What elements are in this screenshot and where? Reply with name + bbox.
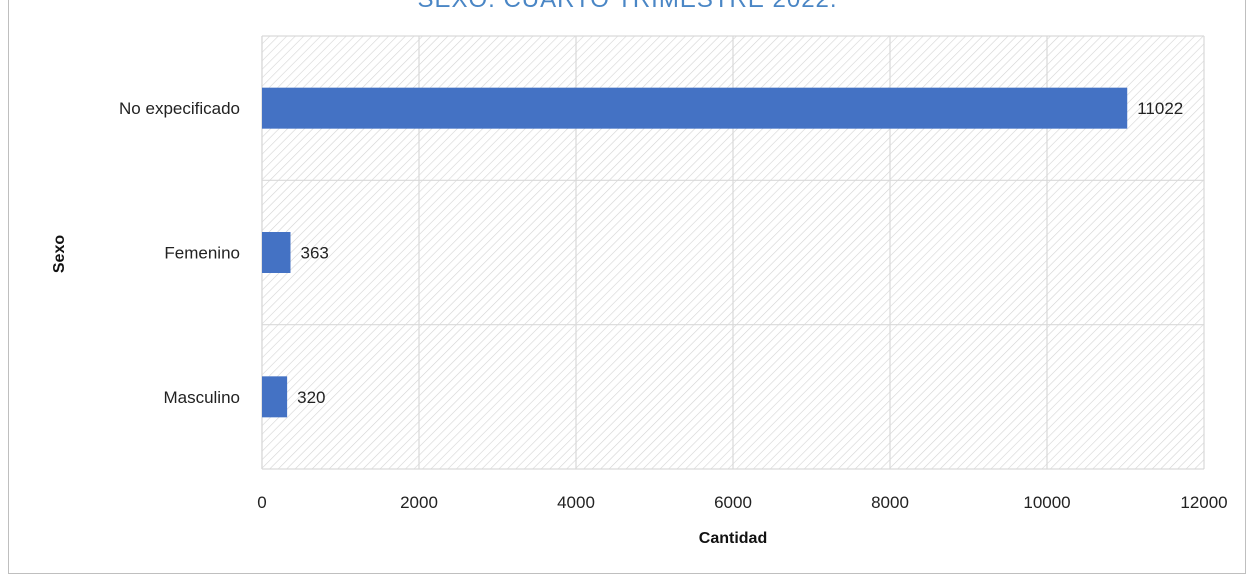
x-tick-label: 6000 <box>714 493 752 512</box>
bar <box>262 87 1128 129</box>
data-labels: 11022 363 320 <box>297 99 1183 407</box>
data-label: 363 <box>300 244 328 263</box>
x-tick-label: 8000 <box>871 493 909 512</box>
x-tick-label: 4000 <box>557 493 595 512</box>
data-label: 11022 <box>1137 99 1183 118</box>
bar <box>262 232 291 273</box>
x-axis-title: Cantidad <box>699 530 767 547</box>
y-tick-label: No expecificado <box>119 99 240 118</box>
chart-frame <box>8 0 1246 574</box>
y-axis-ticks: No expecificado Femenino Masculino <box>119 99 240 407</box>
y-axis-title: Sexo <box>51 235 68 273</box>
bars <box>262 87 1128 418</box>
x-tick-label: 0 <box>257 493 266 512</box>
y-tick-label: Masculino <box>163 388 240 407</box>
x-axis-ticks: 0 2000 4000 6000 8000 10000 12000 <box>257 493 1227 512</box>
data-label: 320 <box>297 388 325 407</box>
bar <box>262 376 288 418</box>
x-tick-label: 12000 <box>1180 493 1227 512</box>
x-tick-label: 2000 <box>400 493 438 512</box>
y-tick-label: Femenino <box>164 244 240 263</box>
x-tick-label: 10000 <box>1023 493 1070 512</box>
chart-title: SEXO. CUARTO TRIMESTRE 2022. <box>0 0 1255 14</box>
